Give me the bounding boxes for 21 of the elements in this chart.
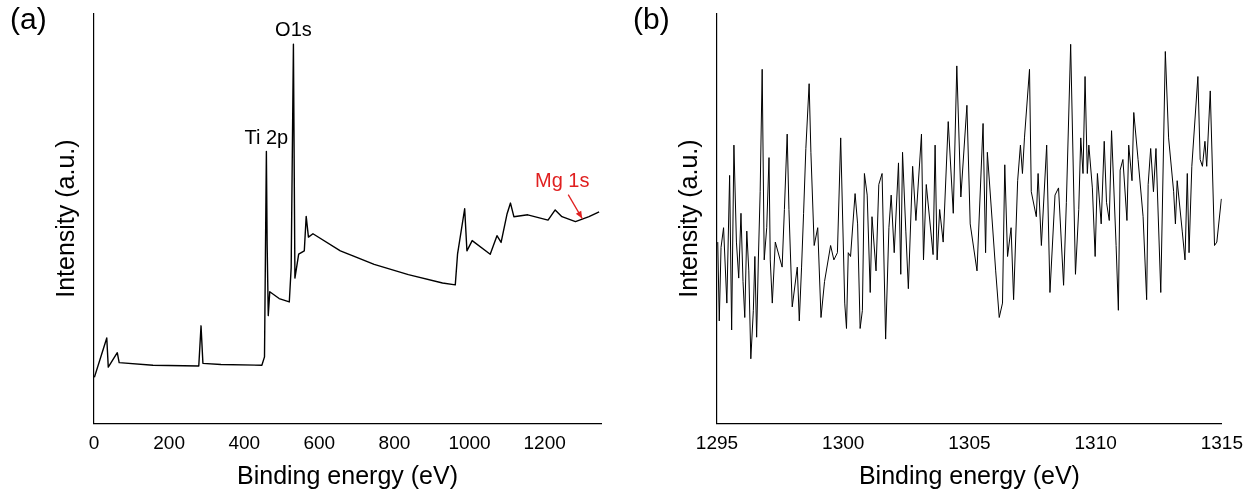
x-tick-label: 1200: [523, 431, 566, 453]
x-tick-label: 1300: [822, 431, 865, 453]
x-tick-label: 200: [153, 431, 185, 453]
x-tick-label: 0: [88, 431, 100, 453]
x-tick-label: 800: [378, 431, 411, 453]
annotation: O1s: [275, 18, 312, 41]
x-tick-label: 600: [303, 431, 336, 453]
x-tick-label: 400: [228, 431, 261, 453]
x-axis-title: Binding energy (eV): [237, 460, 458, 489]
x-tick-label: 1315: [1200, 431, 1244, 453]
chart-title: (a): [10, 2, 47, 36]
y-axis-title: Intensity (a.u.): [673, 139, 702, 298]
annotation: Mg 1s: [534, 168, 590, 191]
x-tick-label: 1305: [948, 431, 991, 453]
x-tick-label: 1295: [695, 431, 739, 453]
annotation: Ti 2p: [244, 125, 289, 148]
x-axis-title: Binding energy (eV): [858, 460, 1080, 489]
chart-title: (b): [633, 2, 670, 36]
x-tick-label: 1000: [448, 431, 491, 453]
x-tick-label: 1310: [1074, 431, 1117, 453]
y-axis-title: Intensity (a.u.): [50, 139, 79, 298]
